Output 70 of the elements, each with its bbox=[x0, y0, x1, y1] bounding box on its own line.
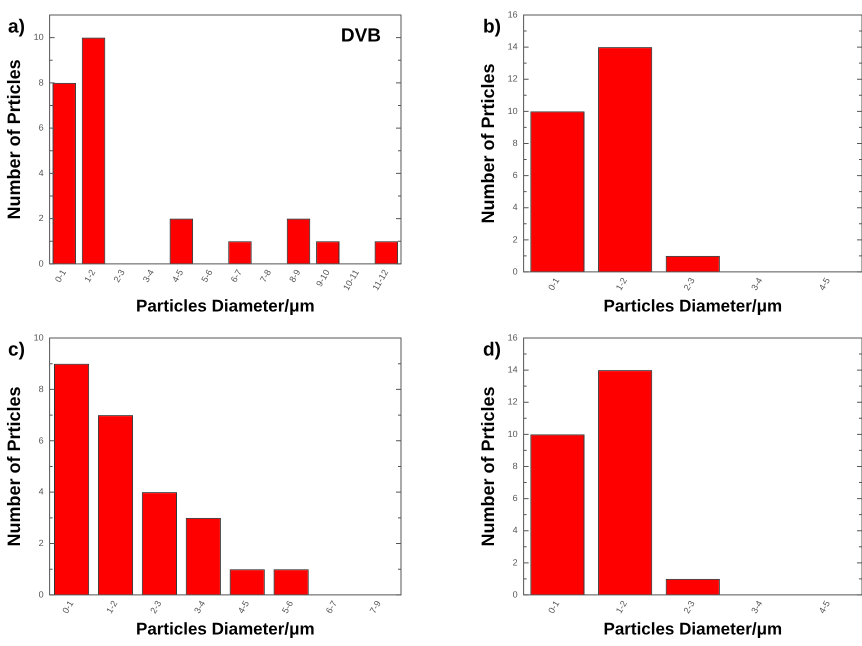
x-tick-label: 5-6 bbox=[280, 598, 296, 616]
x-tick-label: 2-3 bbox=[148, 598, 164, 616]
x-tick-label: 2-3 bbox=[112, 268, 127, 284]
x-axis-title: Particles Diameter/μm bbox=[136, 296, 315, 316]
y-tick-label: 0 bbox=[512, 266, 518, 276]
x-tick-label: 1-2 bbox=[614, 598, 630, 616]
y-axis-title: Number of Prticles bbox=[478, 386, 498, 546]
chart-title: c) bbox=[8, 340, 25, 361]
y-tick-label: 14 bbox=[508, 42, 518, 52]
chart-title: b) bbox=[483, 16, 501, 38]
x-tick-label: 4-5 bbox=[236, 598, 252, 616]
x-tick-label: 4-5 bbox=[816, 598, 832, 616]
x-tick-label: 3-4 bbox=[749, 598, 764, 616]
x-tick-label: 6-7 bbox=[324, 598, 339, 616]
y-tick-label: 4 bbox=[512, 525, 518, 536]
x-axis-title: Particles Diameter/μm bbox=[136, 619, 315, 638]
y-tick-label: 4 bbox=[38, 168, 44, 178]
y-tick-label: 8 bbox=[512, 460, 518, 471]
y-tick-label: 14 bbox=[508, 364, 518, 375]
y-tick-label: 8 bbox=[38, 384, 44, 394]
y-tick-label: 10 bbox=[508, 106, 518, 116]
y-tick-label: 2 bbox=[512, 557, 518, 568]
y-axis-title: Number of Prticles bbox=[4, 59, 24, 220]
y-tick-label: 16 bbox=[508, 9, 518, 20]
y-tick-label: 16 bbox=[508, 332, 518, 342]
y-tick-label: 2 bbox=[512, 234, 518, 244]
y-tick-label: 0 bbox=[38, 589, 44, 600]
y-axis-title: Number of Prticles bbox=[478, 63, 498, 224]
y-tick-label: 10 bbox=[34, 332, 44, 342]
x-tick-label: 5-6 bbox=[199, 268, 215, 284]
y-tick-label: 10 bbox=[34, 32, 44, 42]
x-tick-label: 3-4 bbox=[192, 598, 208, 616]
y-tick-label: 10 bbox=[508, 428, 518, 439]
x-tick-label: 1-2 bbox=[614, 276, 630, 292]
chart-title: d) bbox=[483, 340, 501, 361]
x-tick-label: 7-9 bbox=[368, 598, 383, 616]
y-tick-label: 4 bbox=[38, 486, 44, 497]
x-tick-label: 6-7 bbox=[228, 268, 244, 284]
x-tick-label: 0-1 bbox=[546, 598, 562, 616]
y-tick-label: 6 bbox=[38, 435, 44, 446]
y-tick-label: 6 bbox=[512, 493, 518, 504]
annotation: DVB bbox=[340, 26, 381, 47]
y-axis-title: Number of Prticles bbox=[4, 386, 24, 546]
x-tick-label: 1-2 bbox=[104, 598, 120, 616]
x-axis-title: Particles Diameter/μm bbox=[604, 619, 782, 638]
x-tick-label: 4-5 bbox=[816, 276, 832, 292]
x-tick-label: 0-1 bbox=[546, 276, 562, 292]
y-tick-label: 6 bbox=[512, 170, 518, 180]
y-tick-label: 8 bbox=[512, 138, 518, 148]
x-tick-label: 2-3 bbox=[682, 276, 697, 292]
y-tick-label: 8 bbox=[38, 77, 44, 88]
y-tick-label: 2 bbox=[38, 538, 44, 548]
y-tick-label: 0 bbox=[512, 589, 518, 600]
x-tick-label: 0-1 bbox=[60, 598, 76, 616]
x-tick-label: 3-4 bbox=[749, 276, 764, 292]
x-axis-title: Particles Diameter/μm bbox=[604, 296, 782, 316]
x-tick-label: 7-8 bbox=[258, 268, 274, 284]
x-tick-label: 0-1 bbox=[52, 268, 68, 284]
x-tick-label: 2-3 bbox=[682, 598, 697, 616]
y-tick-label: 6 bbox=[38, 122, 44, 133]
y-tick-label: 2 bbox=[38, 213, 44, 224]
x-tick-label: 8-9 bbox=[287, 268, 302, 284]
y-tick-label: 12 bbox=[508, 74, 518, 84]
y-tick-label: 4 bbox=[512, 202, 518, 212]
y-tick-label: 12 bbox=[508, 396, 518, 407]
x-tick-label: 1-2 bbox=[82, 268, 98, 284]
chart-title: a) bbox=[8, 16, 25, 38]
y-tick-label: 0 bbox=[38, 258, 44, 268]
x-tick-label: 3-4 bbox=[140, 268, 156, 284]
x-tick-label: 4-5 bbox=[170, 268, 186, 284]
